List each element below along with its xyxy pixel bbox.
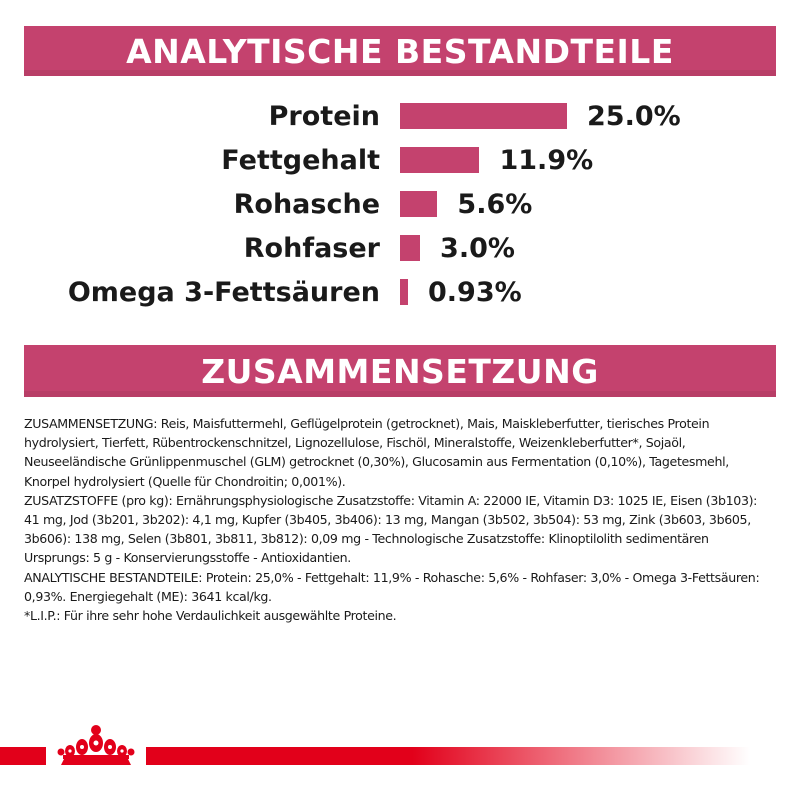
nutrient-value: 11.9%: [499, 145, 594, 176]
nutrient-bar: [400, 279, 408, 305]
analytic-section-header: ANALYTISCHE BESTANDTEILE: [24, 26, 776, 76]
nutrient-label: Rohfaser: [243, 233, 380, 264]
nutrient-bar: [400, 147, 480, 173]
composition-section-header: ZUSAMMENSETZUNG: [24, 345, 776, 397]
footnote-paragraph: *L.I.P.: Für ihre sehr hohe Verdaulichke…: [24, 608, 397, 624]
nutrient-row-ash: Rohasche 5.6%: [0, 183, 800, 227]
nutrient-bar: [400, 235, 421, 261]
nutrient-row-fibre: Rohfaser 3.0%: [0, 227, 800, 271]
nutrient-bar: [400, 103, 567, 129]
nutrient-row-omega3: Omega 3-Fettsäuren 0.93%: [0, 271, 800, 315]
nutrient-bar: [400, 191, 438, 217]
nutrient-row-protein: Protein 25.0%: [0, 95, 800, 139]
nutrient-row-fat: Fettgehalt 11.9%: [0, 139, 800, 183]
additives-paragraph: ZUSATZSTOFFE (pro kg): Ernährungsphysiol…: [24, 492, 758, 566]
nutrient-label: Rohasche: [233, 189, 380, 220]
analytic-paragraph: ANALYTISCHE BESTANDTEILE: Protein: 25,0%…: [24, 569, 760, 604]
nutrient-value: 3.0%: [440, 233, 515, 264]
nutrient-value: 5.6%: [457, 189, 533, 220]
nutrient-label: Protein: [268, 101, 380, 132]
nutrient-label: Omega 3-Fettsäuren: [67, 277, 380, 308]
composition-section-title: ZUSAMMENSETZUNG: [201, 351, 599, 391]
nutrient-value: 25.0%: [587, 101, 681, 132]
composition-text-block: ZUSAMMENSETZUNG: Reis, Maisfuttermehl, G…: [24, 414, 776, 625]
brand-footer-line: [0, 747, 750, 765]
nutrient-label: Fettgehalt: [221, 145, 380, 176]
nutrient-value: 0.93%: [428, 277, 522, 308]
ingredients-paragraph: ZUSAMMENSETZUNG: Reis, Maisfuttermehl, G…: [24, 416, 729, 489]
analytic-section-title: ANALYTISCHE BESTANDTEILE: [126, 31, 674, 71]
crown-logo-icon: [46, 712, 146, 782]
